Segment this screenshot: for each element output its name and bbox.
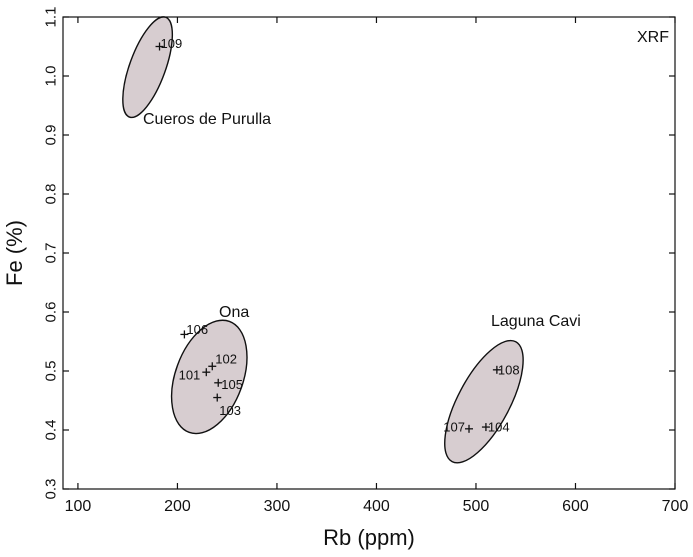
y-tick-label: 0.9 — [43, 125, 60, 146]
group-ellipse-ona — [170, 319, 248, 435]
point-label-107: 107 — [443, 419, 465, 434]
xrf-annotation: XRF — [637, 29, 669, 46]
point-label-101: 101 — [179, 368, 201, 383]
point-label-105: 105 — [221, 377, 243, 392]
x-tick-label: 400 — [363, 498, 390, 515]
point-label-103: 103 — [219, 403, 241, 418]
axis-ticks: 100 200 300 400 500 600 700 0.3 0.4 0.5 0.6 0.7 0.8 0… — [43, 7, 689, 515]
data-points: 109 106 102 101 105 103 108 107 104 — [155, 36, 520, 434]
x-tick-label: 700 — [662, 498, 689, 515]
y-tick-label: 0.4 — [43, 420, 60, 441]
data-point-101: 101 — [179, 368, 211, 383]
y-tick-label: 0.7 — [43, 243, 60, 264]
x-tick-label: 100 — [65, 498, 92, 515]
point-label-104: 104 — [488, 419, 510, 434]
x-tick-label: 300 — [264, 498, 291, 515]
data-point-105: 105 — [214, 377, 243, 392]
x-tick-label: 600 — [562, 498, 589, 515]
group-ellipse-cueros-de-purulla — [122, 16, 174, 119]
chart-labels: Rb (ppm) Fe (%) XRF Cueros de Purulla Ona… — [2, 29, 669, 550]
point-label-106: 106 — [186, 322, 208, 337]
y-tick-label: 0.6 — [43, 302, 60, 323]
data-point-108: 108 — [492, 362, 520, 377]
data-point-104: 104 — [481, 419, 510, 434]
y-tick-label: 1.0 — [43, 66, 60, 87]
group-label-ona: Ona — [219, 304, 249, 321]
data-point-109: 109 — [155, 36, 183, 51]
x-axis-label: Rb (ppm) — [323, 525, 415, 550]
group-label-laguna-cavi: Laguna Cavi — [491, 313, 581, 330]
point-label-108: 108 — [498, 362, 520, 377]
data-point-107: 107 — [443, 419, 474, 434]
data-point-102: 102 — [208, 352, 237, 371]
point-label-109: 109 — [161, 36, 183, 51]
y-tick-label: 0.3 — [43, 479, 60, 500]
y-tick-label: 0.8 — [43, 184, 60, 205]
group-ellipse-laguna-cavi — [444, 339, 524, 464]
group-label-cueros-de-purulla: Cueros de Purulla — [143, 111, 271, 128]
x-tick-label: 200 — [164, 498, 191, 515]
y-tick-label: 0.5 — [43, 361, 60, 382]
data-point-103: 103 — [213, 393, 241, 418]
x-tick-label: 500 — [463, 498, 490, 515]
y-tick-label: 1.1 — [43, 7, 60, 28]
data-point-106: 106 — [180, 322, 208, 339]
point-label-102: 102 — [215, 352, 237, 367]
group-ellipses — [122, 16, 524, 464]
y-axis-label: Fe (%) — [2, 220, 27, 286]
